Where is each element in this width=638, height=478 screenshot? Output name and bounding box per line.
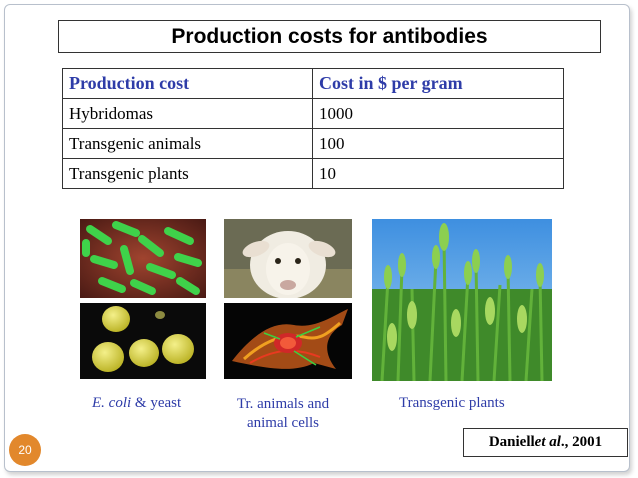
table-row: Transgenic animals 100 <box>62 128 564 159</box>
table-cell: Hybridomas <box>62 98 313 129</box>
yeast-cells-photo <box>80 303 206 379</box>
animals-caption-line1: Tr. animals and <box>236 396 330 412</box>
animal-cell-photo <box>224 303 352 379</box>
table-cell: Transgenic animals <box>62 128 313 159</box>
reference-year: ., 2001 <box>560 434 603 450</box>
slide-title: Production costs for antibodies <box>171 24 488 48</box>
table-header: Production cost <box>62 68 313 99</box>
ecoli-italic-text: E. coli <box>92 395 132 411</box>
table-cell: Transgenic plants <box>62 158 313 189</box>
wheat-field-photo <box>372 219 552 381</box>
animals-caption-line2: animal cells <box>246 415 320 431</box>
reference-author: Daniell <box>488 434 535 450</box>
page-number-badge: 20 <box>9 434 41 466</box>
reference-box: Daniell et al., 2001 <box>463 428 628 457</box>
title-box: Production costs for antibodies <box>58 20 601 53</box>
table-cell: 1000 <box>312 98 564 129</box>
table-cell: 10 <box>312 158 564 189</box>
sheep-photo <box>224 219 352 298</box>
table-header-row: Production cost Cost in $ per gram <box>62 68 564 99</box>
plants-caption: Transgenic plants <box>399 395 505 411</box>
table-row: Transgenic plants 10 <box>62 158 564 189</box>
table-cell: 100 <box>312 128 564 159</box>
table-row: Hybridomas 1000 <box>62 98 564 129</box>
ecoli-bacteria-photo <box>80 219 206 298</box>
yeast-text: & yeast <box>131 395 182 411</box>
ecoli-yeast-caption: E. coli & yeast <box>92 395 181 412</box>
cost-table: Production cost Cost in $ per gram Hybri… <box>62 68 564 189</box>
animals-caption: Tr. animals and animal cells <box>228 395 338 433</box>
reference-etal: et al <box>534 434 561 450</box>
table-header: Cost in $ per gram <box>312 68 564 99</box>
